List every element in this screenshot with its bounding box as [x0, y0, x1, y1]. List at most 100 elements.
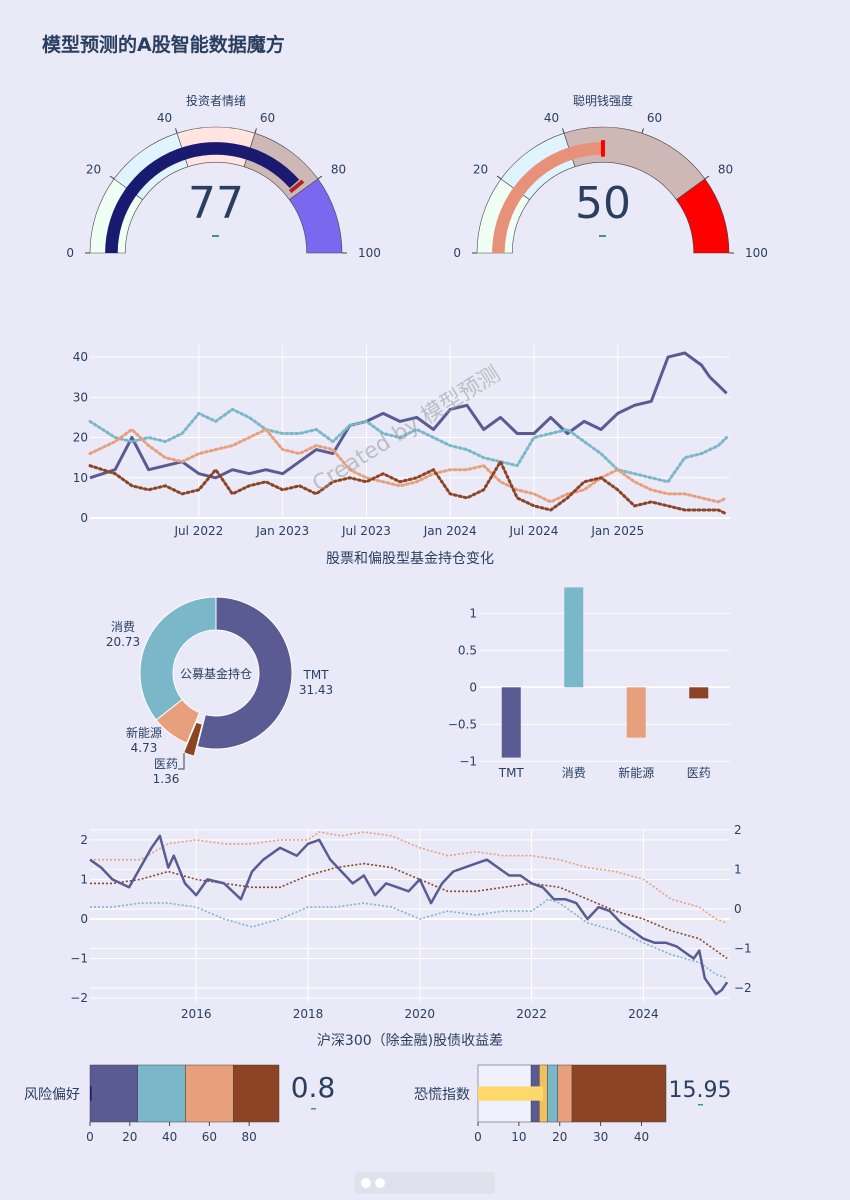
bar-y-tick: 0 [469, 680, 477, 694]
risk-appetite-value-bar [90, 1086, 92, 1101]
risk-appetite-tick-label: 80 [242, 1130, 257, 1144]
fear-index-step-3 [547, 1064, 558, 1123]
risk-appetite-step-3 [232, 1064, 280, 1123]
donut-slice-医药 [182, 721, 203, 757]
gauge-smart-money-tick-mark [562, 128, 565, 134]
bar-新能源 [626, 687, 646, 738]
fear-index-step-4 [557, 1064, 573, 1123]
spread-y-tick-right: −1 [734, 942, 752, 956]
holdings-x-tick: Jan 2024 [423, 524, 477, 538]
bar-x-tick-新能源: 新能源 [618, 765, 654, 780]
gauge-smart-money-tick-mark [496, 175, 502, 180]
risk-appetite-delta-mark [311, 1108, 316, 1110]
bar-x-tick-医药: 医药 [687, 766, 711, 780]
holdings-line-title: 股票和偏股型基金持仓变化 [326, 550, 494, 567]
gauge-smart-money-delta-mark [599, 235, 606, 237]
spread-x-tick: 2022 [516, 1007, 547, 1021]
spread-y-tick-right: 1 [734, 862, 742, 876]
bar-y-tick: 0.5 [458, 643, 477, 657]
spread-x-tick: 2024 [628, 1007, 659, 1021]
gauge-sentiment-value: 77 [188, 178, 244, 229]
equity-bond-spread-chart: −2 −1 0 1 2 −2 −1 0 1 2 2016 2018 2020 2022 2024 沪深30… [70, 823, 751, 1049]
fear-index-tick-label: 10 [511, 1130, 526, 1144]
bar-消费 [564, 587, 584, 688]
spread-y-tick-left: 0 [80, 912, 88, 926]
gauge-smart-money-tick-mark [641, 128, 644, 134]
risk-appetite-tick-label: 40 [162, 1130, 177, 1144]
fear-index-delta-mark [698, 1104, 703, 1106]
gauge-smart-money-value-bar [492, 142, 603, 253]
holdings-series-消费 [88, 407, 729, 484]
gauge-smart-money-tick-label: 0 [453, 246, 461, 260]
gauge-smart-money-tick-label: 60 [647, 111, 662, 125]
holdings-change-bar-chart: −1 −0.5 0 0.5 1 TMT 消费 新能源 医药 [448, 587, 730, 780]
gauge-sentiment-tick-label: 100 [358, 246, 381, 260]
page-title: 模型预测的A股智能数据魔方 [42, 34, 285, 56]
donut-label-医药: 医药 [154, 757, 178, 771]
gauge-sentiment-title: 投资者情绪 [186, 93, 246, 108]
gauge-smart-money-tick-label: 100 [745, 246, 768, 260]
gauge-smart-money-tick-label: 20 [473, 163, 488, 177]
fear-index-tick-label: 30 [593, 1130, 608, 1144]
holdings-y-tick: 30 [73, 390, 88, 404]
spread-y-tick-left: −2 [70, 991, 88, 1005]
watermark-text: Created by 模型预测 [308, 362, 504, 498]
donut-value-新能源: 4.73 [131, 741, 158, 755]
bar-医药 [689, 687, 709, 699]
gauge-sentiment-threshold [288, 179, 305, 194]
spread-y-tick-right: 0 [734, 902, 742, 916]
spread-y-tick-left: −1 [70, 952, 88, 966]
holdings-x-tick: Jul 2023 [341, 524, 391, 538]
gauge-sentiment-tick-label: 0 [66, 246, 74, 260]
risk-appetite-tick-label: 60 [202, 1130, 217, 1144]
bottom-placeholder [355, 1172, 495, 1194]
gauge-sentiment-value-bar [105, 142, 300, 253]
spread-x-tick: 2016 [181, 1007, 212, 1021]
bar-y-tick: 1 [469, 606, 477, 620]
risk-appetite-bullet: 风险偏好 0 20 40 60 80 0.8 [24, 1064, 336, 1144]
holdings-y-tick: 40 [73, 350, 88, 364]
spread-x-tick: 2020 [405, 1007, 436, 1021]
spread-series-股债收益差 [89, 834, 729, 996]
holdings-x-tick: Jul 2024 [509, 524, 559, 538]
risk-appetite-tick-label: 0 [86, 1130, 94, 1144]
donut-label-消费: 消费 [111, 620, 135, 634]
gauge-smart-money-tick-label: 80 [718, 163, 733, 177]
fear-index-bullet: 恐慌指数 0 10 20 30 40 15.95 [414, 1064, 731, 1144]
bar-TMT [501, 687, 521, 758]
holdings-line-chart: 0 10 20 30 40 Jul 2022 Jan 2023 Jul 2023 Jan 20… [73, 345, 730, 567]
holdings-x-tick: Jan 2023 [255, 524, 309, 538]
gauge-sentiment-delta-mark [212, 235, 219, 237]
fear-index-step-5 [571, 1064, 667, 1123]
donut-slice-TMT [196, 596, 293, 750]
risk-appetite-step-0 [89, 1064, 138, 1123]
holdings-y-tick: 20 [73, 431, 88, 445]
donut-center-text: 公募基金持仓 [180, 666, 252, 681]
risk-appetite-step-2 [185, 1064, 234, 1123]
gauge-sentiment-tick-mark [317, 175, 323, 180]
gauge-sentiment-tick-mark [175, 128, 178, 134]
gauge-sentiment-tick-mark [254, 128, 257, 134]
donut-label-新能源: 新能源 [126, 725, 162, 740]
gauge-smart-money-tick-label: 40 [544, 111, 559, 125]
gauge-smart-money-value: 50 [575, 178, 631, 229]
bar-y-tick: −0.5 [448, 717, 477, 731]
risk-appetite-value: 0.8 [291, 1071, 336, 1104]
gauge-smart-money-tick-mark [704, 175, 710, 180]
donut-value-医药: 1.36 [153, 772, 180, 786]
fear-index-tick-label: 40 [634, 1130, 649, 1144]
donut-leader-line [178, 753, 185, 770]
bar-x-tick-TMT: TMT [498, 766, 525, 780]
fear-index-tick-label: 20 [552, 1130, 567, 1144]
spread-chart-title: 沪深300（除金融)股债收益差 [317, 1033, 503, 1049]
gauge-sentiment-tick-mark [109, 175, 115, 180]
holdings-x-tick: Jan 2025 [590, 524, 644, 538]
bar-y-tick: −1 [459, 754, 477, 768]
risk-appetite-step-1 [137, 1064, 186, 1123]
holdings-x-tick: Jul 2022 [173, 524, 223, 538]
spread-series-下界 [90, 898, 728, 980]
donut-value-TMT: 31.43 [299, 683, 333, 697]
gauge-smart-money-step-3 [675, 178, 730, 254]
